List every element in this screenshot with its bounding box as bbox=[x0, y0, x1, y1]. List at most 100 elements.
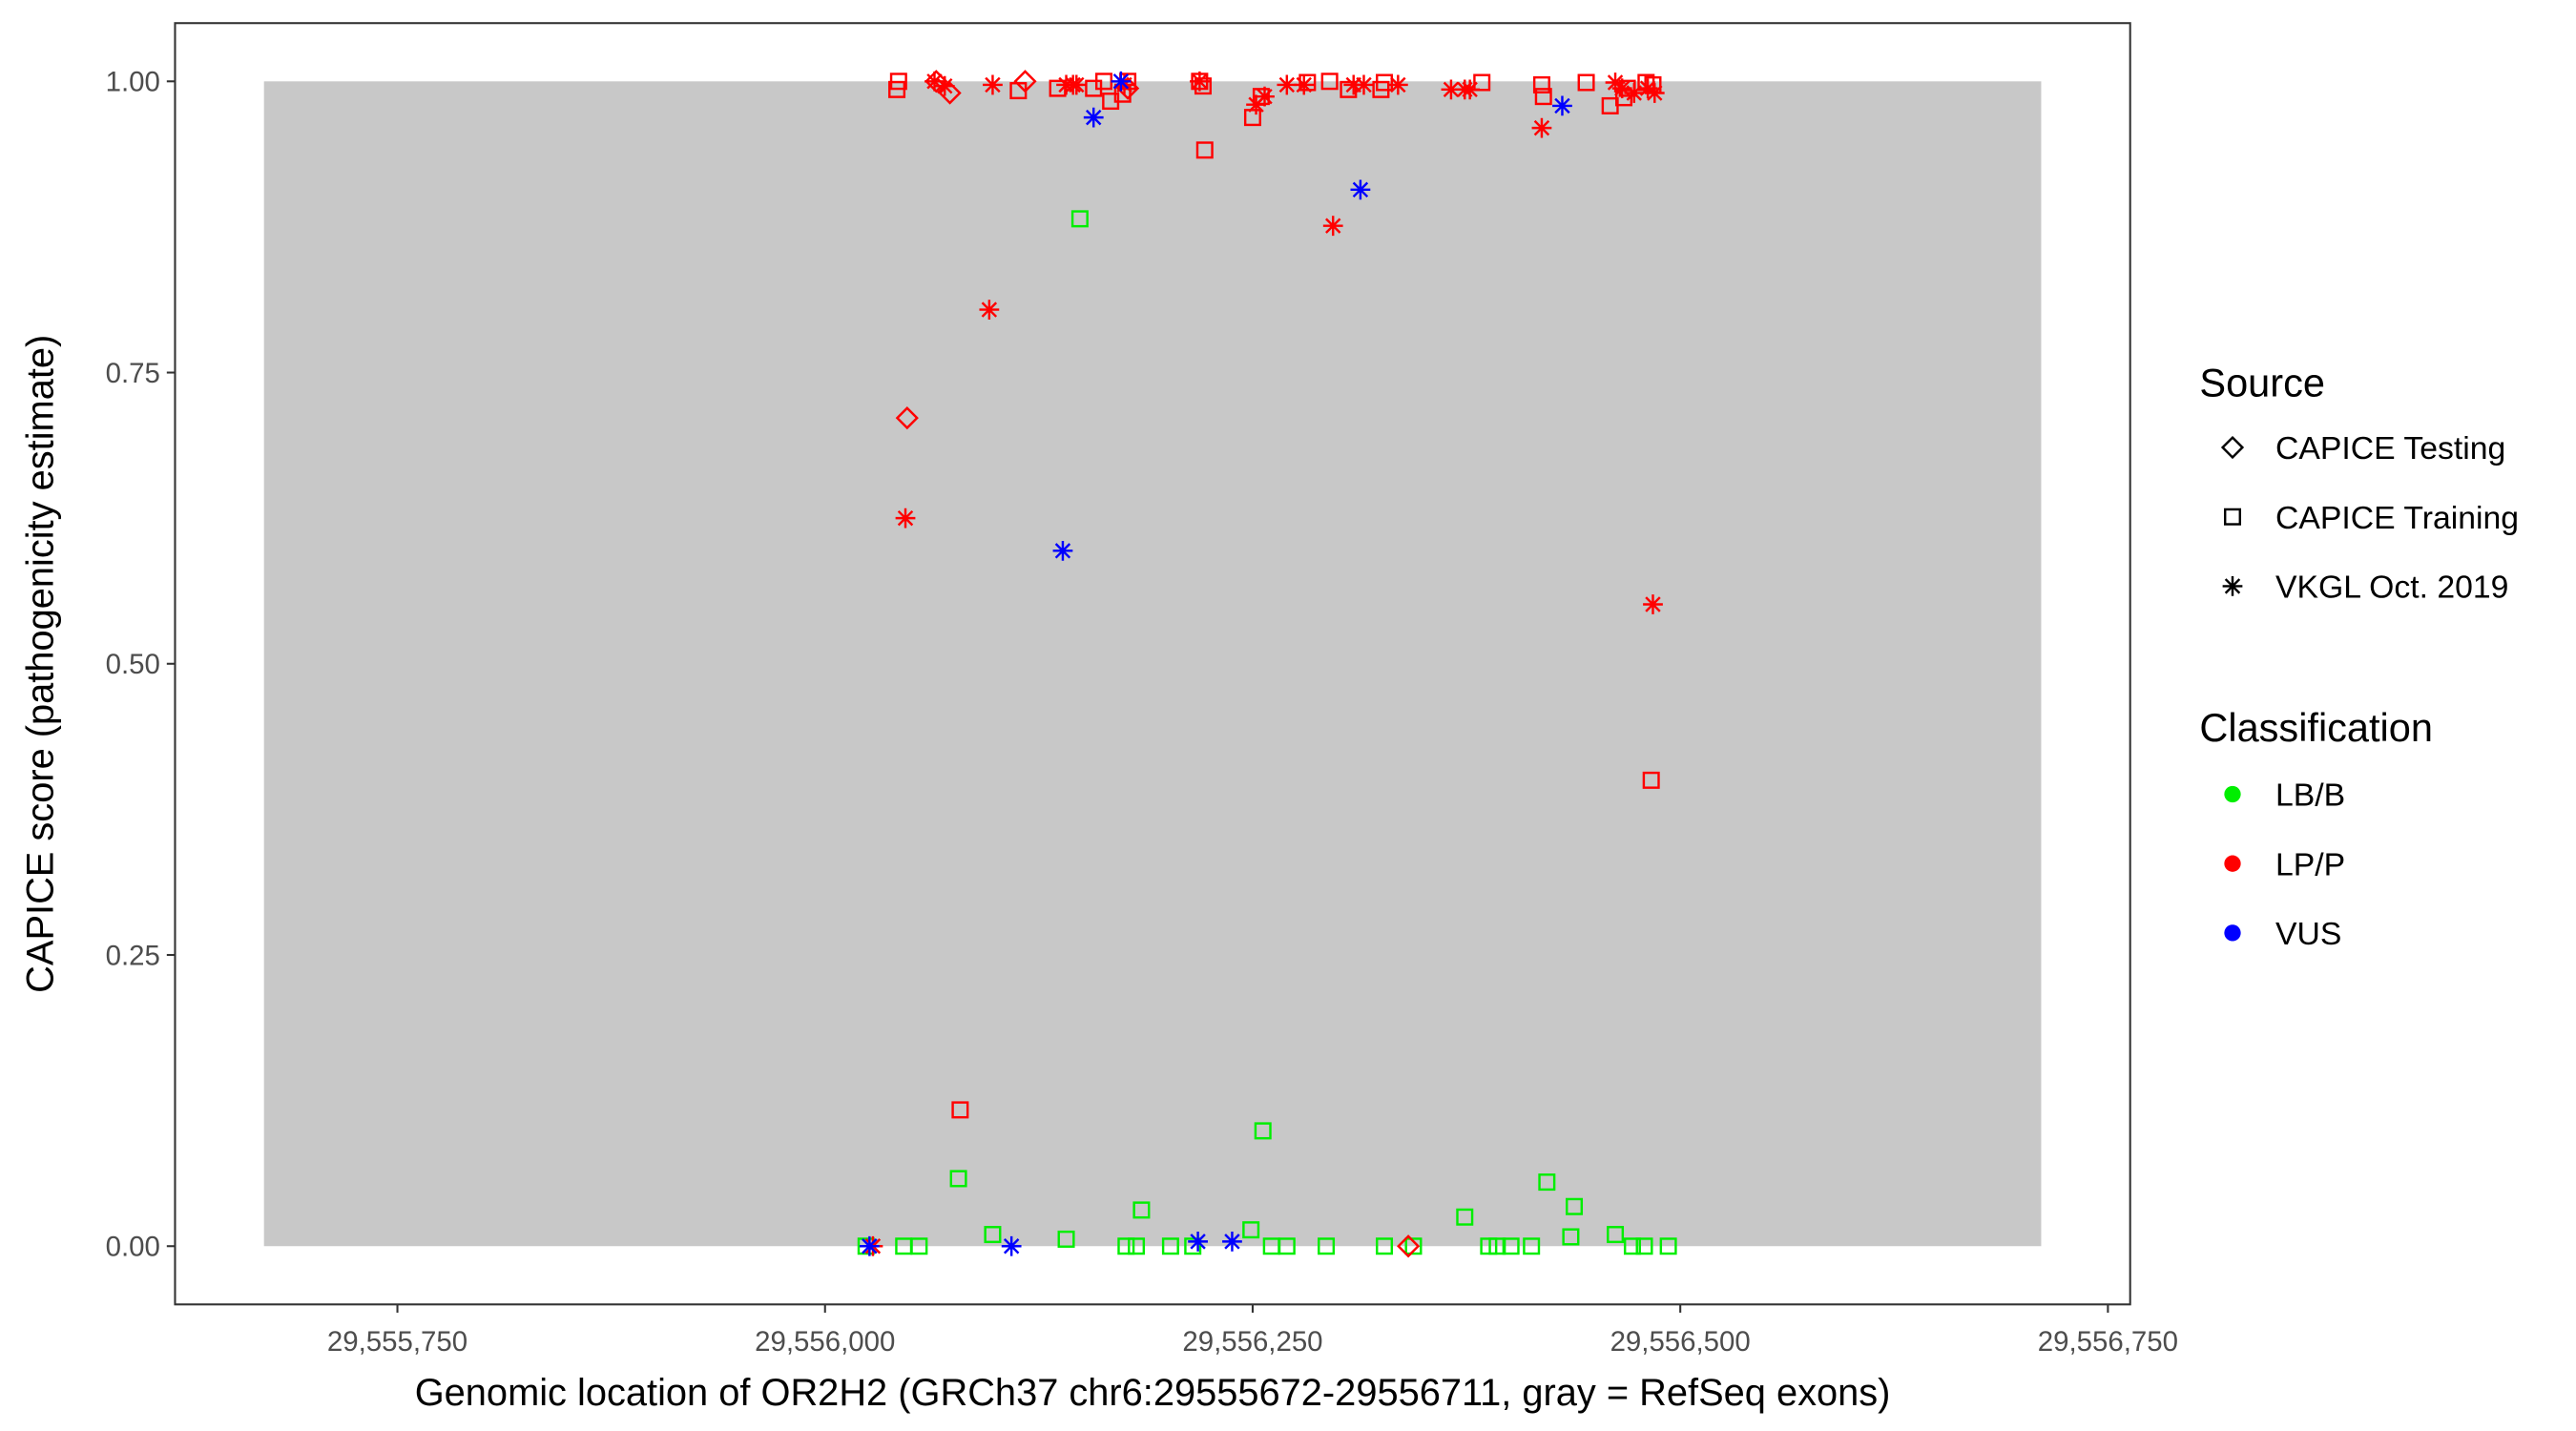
point bbox=[983, 74, 1003, 95]
point bbox=[1562, 1228, 1580, 1246]
point bbox=[1538, 1173, 1556, 1192]
point bbox=[1642, 771, 1660, 789]
x-tick-label: 29,555,750 bbox=[327, 1326, 467, 1358]
point bbox=[1242, 1221, 1260, 1239]
point bbox=[984, 1226, 1002, 1244]
point bbox=[1502, 1237, 1520, 1255]
point bbox=[1128, 1237, 1146, 1255]
x-tick-label: 29,556,750 bbox=[2038, 1326, 2178, 1358]
point bbox=[1001, 1235, 1022, 1256]
y-axis-title: CAPICE score (pathogenicity estimate) bbox=[19, 335, 61, 993]
point bbox=[895, 406, 919, 430]
legend: Source CAPICE Testing CAPICE Training VKGL … bbox=[2199, 360, 2519, 952]
legend-label: VUS bbox=[2275, 916, 2341, 952]
point bbox=[924, 71, 945, 92]
point bbox=[1318, 1237, 1336, 1255]
x-tick-label: 29,556,250 bbox=[1182, 1326, 1322, 1358]
point bbox=[1343, 74, 1364, 95]
point bbox=[1552, 95, 1572, 116]
point bbox=[934, 75, 955, 96]
point bbox=[1387, 74, 1408, 95]
point bbox=[1659, 1237, 1677, 1255]
point bbox=[1254, 1122, 1272, 1140]
point bbox=[1278, 1237, 1296, 1255]
y-tick-label: 0.00 bbox=[106, 1232, 160, 1263]
point bbox=[1376, 1237, 1394, 1255]
point bbox=[1298, 73, 1317, 92]
point bbox=[1132, 1201, 1151, 1219]
point bbox=[1531, 117, 1552, 138]
point bbox=[1624, 83, 1645, 103]
point bbox=[1623, 1237, 1641, 1255]
point bbox=[1161, 1237, 1179, 1255]
point bbox=[1322, 216, 1343, 237]
point bbox=[1441, 79, 1462, 100]
point bbox=[1350, 179, 1371, 200]
x-tick-label: 29,556,000 bbox=[755, 1326, 895, 1358]
point bbox=[1066, 74, 1087, 95]
legend-label: LB/B bbox=[2275, 778, 2345, 814]
point bbox=[1070, 210, 1089, 228]
point bbox=[1644, 83, 1665, 103]
point bbox=[1577, 73, 1595, 92]
y-tick-label: 0.75 bbox=[106, 358, 160, 389]
point bbox=[1083, 107, 1104, 128]
point bbox=[1635, 1237, 1653, 1255]
legend-symbol bbox=[2224, 924, 2241, 942]
legend-title: Source bbox=[2199, 360, 2325, 404]
y-tick-label: 1.00 bbox=[106, 67, 160, 98]
legend-symbol bbox=[2223, 508, 2241, 526]
point bbox=[1052, 540, 1073, 561]
y-tick-label: 0.25 bbox=[106, 940, 160, 971]
point bbox=[938, 81, 962, 105]
x-axis-title: Genomic location of OR2H2 (GRCh37 chr6:2… bbox=[415, 1372, 1891, 1414]
point bbox=[1277, 74, 1298, 95]
point bbox=[1222, 1231, 1242, 1252]
exon-region bbox=[263, 81, 2042, 1247]
point bbox=[1611, 78, 1632, 98]
legend-symbol bbox=[2224, 855, 2241, 872]
point bbox=[895, 508, 916, 529]
legend-label: CAPICE Training bbox=[2275, 500, 2519, 536]
point bbox=[889, 73, 907, 91]
point bbox=[1354, 74, 1374, 95]
point bbox=[1534, 88, 1552, 106]
point bbox=[1243, 109, 1261, 127]
point bbox=[1184, 1237, 1202, 1255]
point bbox=[1013, 70, 1037, 93]
point bbox=[979, 300, 1000, 320]
point bbox=[1456, 1208, 1474, 1226]
point bbox=[1488, 1237, 1506, 1255]
legend-label: VKGL Oct. 2019 bbox=[2275, 570, 2508, 606]
point bbox=[1460, 79, 1481, 100]
point bbox=[1643, 594, 1663, 614]
legend-label: LP/P bbox=[2275, 846, 2345, 882]
point bbox=[1340, 80, 1358, 98]
legend-symbol bbox=[2224, 785, 2241, 803]
point bbox=[1532, 75, 1550, 93]
point bbox=[910, 1237, 928, 1255]
point bbox=[1320, 73, 1339, 91]
point bbox=[951, 1101, 969, 1119]
point bbox=[1057, 1230, 1075, 1248]
point bbox=[1637, 78, 1658, 98]
point bbox=[1566, 1197, 1584, 1215]
legend-symbol bbox=[2220, 435, 2245, 460]
point bbox=[1404, 1237, 1423, 1255]
point bbox=[1294, 74, 1315, 95]
point bbox=[949, 1170, 967, 1188]
point bbox=[859, 1235, 880, 1256]
point bbox=[1607, 1226, 1625, 1244]
point bbox=[1117, 1237, 1135, 1255]
x-tick-label: 29,556,500 bbox=[1610, 1326, 1751, 1358]
point bbox=[1189, 71, 1210, 92]
legend-symbol bbox=[2222, 576, 2243, 596]
point bbox=[1111, 71, 1132, 92]
point bbox=[1195, 141, 1214, 159]
point bbox=[1255, 86, 1275, 107]
legend-label: CAPICE Testing bbox=[2275, 430, 2505, 467]
legend-title: Classification bbox=[2199, 705, 2433, 750]
plot-area: 0.00 0.25 0.50 0.75 1.00 29,555,750 29,556,000… bbox=[106, 67, 2178, 1358]
point bbox=[1397, 1234, 1421, 1258]
